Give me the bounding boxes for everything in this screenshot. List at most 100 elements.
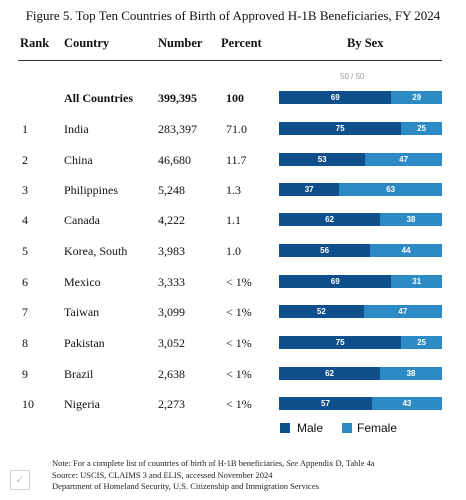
- sex-bar: 37 63: [279, 183, 442, 196]
- bar-segment-male: 69: [279, 275, 392, 288]
- bar-segment-female: 29: [391, 91, 442, 104]
- table-row: 2 China 46,680 11.7 53 47: [0, 150, 466, 172]
- row-country: Brazil: [64, 367, 94, 381]
- row-country: China: [64, 153, 93, 167]
- scale-label: 50 / 50: [340, 72, 365, 81]
- bar-segment-male: 69: [279, 91, 392, 104]
- header-rule: [18, 60, 442, 61]
- table-row: 9 Brazil 2,638 < 1% 62 38: [0, 364, 466, 386]
- row-rank: 1: [22, 122, 28, 136]
- header-percent: Percent: [221, 36, 262, 50]
- row-number: 3,052: [158, 336, 185, 350]
- note-see: See: [286, 458, 299, 468]
- row-number: 46,680: [158, 153, 191, 167]
- row-percent: 1.1: [226, 213, 241, 227]
- row-percent: 1.3: [226, 183, 241, 197]
- row-rank: 3: [22, 183, 28, 197]
- row-number: 3,983: [158, 244, 185, 258]
- row-percent: 11.7: [226, 153, 247, 167]
- note-prefix: Note: For a complete list of countries o…: [52, 458, 287, 468]
- row-percent: < 1%: [226, 305, 252, 319]
- row-number: 2,638: [158, 367, 185, 381]
- sex-bar: 69 31: [279, 275, 442, 288]
- table-row: All Countries 399,395 100 69 29: [0, 88, 466, 110]
- legend-male-swatch: [280, 423, 290, 433]
- sex-bar: 57 43: [279, 397, 442, 410]
- bar-segment-male: 62: [279, 213, 381, 226]
- row-percent: 100: [226, 91, 244, 105]
- row-rank: 5: [22, 244, 28, 258]
- table-row: 4 Canada 4,222 1.1 62 38: [0, 210, 466, 232]
- row-country: Korea, South: [64, 244, 128, 258]
- bar-segment-male: 52: [279, 305, 364, 318]
- row-country: India: [64, 122, 89, 136]
- sex-bar: 75 25: [279, 122, 442, 135]
- bar-segment-male: 56: [279, 244, 371, 257]
- row-rank: 2: [22, 153, 28, 167]
- table-row: 10 Nigeria 2,273 < 1% 57 43: [0, 394, 466, 416]
- row-rank: 7: [22, 305, 28, 319]
- bar-segment-female: 47: [365, 153, 442, 166]
- legend-male-label: Male: [297, 421, 324, 435]
- bar-segment-female: 63: [339, 183, 442, 196]
- watermark-logo-icon: ✓: [10, 470, 30, 490]
- row-number: 3,099: [158, 305, 185, 319]
- row-country: Nigeria: [64, 397, 100, 411]
- legend-female-swatch: [342, 423, 352, 433]
- row-percent: < 1%: [226, 367, 252, 381]
- bar-segment-female: 44: [370, 244, 442, 257]
- table-row: 5 Korea, South 3,983 1.0 56 44: [0, 241, 466, 263]
- bar-segment-female: 25: [401, 122, 442, 135]
- row-percent: 1.0: [226, 244, 241, 258]
- bar-segment-female: 38: [380, 367, 442, 380]
- row-number: 3,333: [158, 275, 185, 289]
- table-row: 7 Taiwan 3,099 < 1% 52 47: [0, 302, 466, 324]
- header-rank: Rank: [20, 36, 50, 50]
- row-country: Pakistan: [64, 336, 105, 350]
- bar-segment-male: 53: [279, 153, 366, 166]
- table-row: 8 Pakistan 3,052 < 1% 75 25: [0, 333, 466, 355]
- table-row: 1 India 283,397 71.0 75 25: [0, 119, 466, 141]
- row-number: 4,222: [158, 213, 185, 227]
- row-rank: 4: [22, 213, 28, 227]
- row-rank: 9: [22, 367, 28, 381]
- sex-bar: 75 25: [279, 336, 442, 349]
- bar-segment-male: 62: [279, 367, 381, 380]
- row-rank: 8: [22, 336, 28, 350]
- header-by-sex: By Sex: [347, 36, 384, 50]
- header-country: Country: [64, 36, 110, 50]
- row-country: Taiwan: [64, 305, 100, 319]
- row-rank: 10: [22, 397, 34, 411]
- row-country: Philippines: [64, 183, 119, 197]
- bar-segment-female: 31: [391, 275, 442, 288]
- table-row: 3 Philippines 5,248 1.3 37 63: [0, 180, 466, 202]
- sex-bar: 53 47: [279, 153, 442, 166]
- row-percent: < 1%: [226, 397, 252, 411]
- bar-segment-female: 25: [401, 336, 442, 349]
- bar-segment-female: 47: [363, 305, 442, 318]
- row-number: 2,273: [158, 397, 185, 411]
- table-row: 6 Mexico 3,333 < 1% 69 31: [0, 272, 466, 294]
- row-percent: < 1%: [226, 275, 252, 289]
- note-suffix: Appendix D, Table 4a: [298, 458, 375, 468]
- legend-female-label: Female: [357, 421, 398, 435]
- department-line: Department of Homeland Security, U.S. Ci…: [52, 481, 319, 491]
- bar-segment-female: 43: [371, 397, 442, 410]
- row-number: 399,395: [158, 91, 197, 105]
- row-number: 283,397: [158, 122, 197, 136]
- sex-bar: 52 47: [279, 305, 442, 318]
- row-country: Canada: [64, 213, 100, 227]
- bar-segment-female: 38: [380, 213, 442, 226]
- row-percent: < 1%: [226, 336, 252, 350]
- bar-segment-male: 75: [279, 122, 402, 135]
- row-percent: 71.0: [226, 122, 247, 136]
- header-number: Number: [158, 36, 203, 50]
- row-country: All Countries: [64, 91, 133, 105]
- row-country: Mexico: [64, 275, 101, 289]
- row-rank: 6: [22, 275, 28, 289]
- sex-bar: 62 38: [279, 367, 442, 380]
- bar-segment-male: 37: [279, 183, 340, 196]
- bar-segment-male: 75: [279, 336, 402, 349]
- sex-bar: 69 29: [279, 91, 442, 104]
- row-number: 5,248: [158, 183, 185, 197]
